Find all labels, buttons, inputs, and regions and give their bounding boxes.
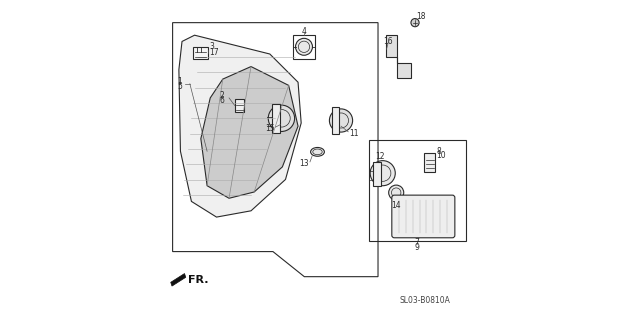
Text: 7: 7	[415, 238, 420, 247]
Polygon shape	[171, 273, 186, 286]
Circle shape	[411, 19, 419, 27]
Text: 9: 9	[415, 243, 420, 252]
Text: SL03-B0810A: SL03-B0810A	[399, 296, 451, 305]
Circle shape	[370, 161, 396, 186]
Bar	[235, 99, 244, 112]
Text: 16: 16	[383, 37, 392, 46]
Text: FR.: FR.	[188, 275, 209, 285]
Text: 14: 14	[392, 201, 401, 210]
Bar	[193, 47, 208, 59]
Bar	[373, 162, 381, 186]
Circle shape	[268, 105, 294, 131]
Text: 10: 10	[436, 152, 445, 160]
Text: 11: 11	[349, 129, 358, 139]
Bar	[424, 153, 435, 172]
Text: 5: 5	[177, 83, 182, 91]
Circle shape	[388, 185, 404, 200]
Polygon shape	[179, 35, 301, 217]
Circle shape	[296, 38, 312, 55]
Text: 2: 2	[220, 91, 225, 100]
Text: 1: 1	[177, 77, 182, 86]
Bar	[272, 104, 280, 133]
Ellipse shape	[310, 147, 324, 156]
Text: 17: 17	[210, 48, 220, 57]
Text: 18: 18	[417, 12, 426, 21]
FancyBboxPatch shape	[392, 195, 455, 238]
Text: 8: 8	[436, 147, 441, 156]
Text: 15: 15	[265, 124, 275, 133]
Polygon shape	[386, 35, 411, 77]
Bar	[369, 140, 466, 241]
Text: 6: 6	[220, 96, 225, 105]
Circle shape	[330, 109, 353, 132]
Polygon shape	[201, 66, 298, 198]
Text: 12: 12	[375, 152, 385, 161]
Text: 4: 4	[301, 26, 307, 36]
Bar	[293, 35, 315, 59]
Bar	[332, 107, 339, 134]
Text: 3: 3	[210, 42, 214, 51]
Text: 13: 13	[300, 159, 309, 168]
